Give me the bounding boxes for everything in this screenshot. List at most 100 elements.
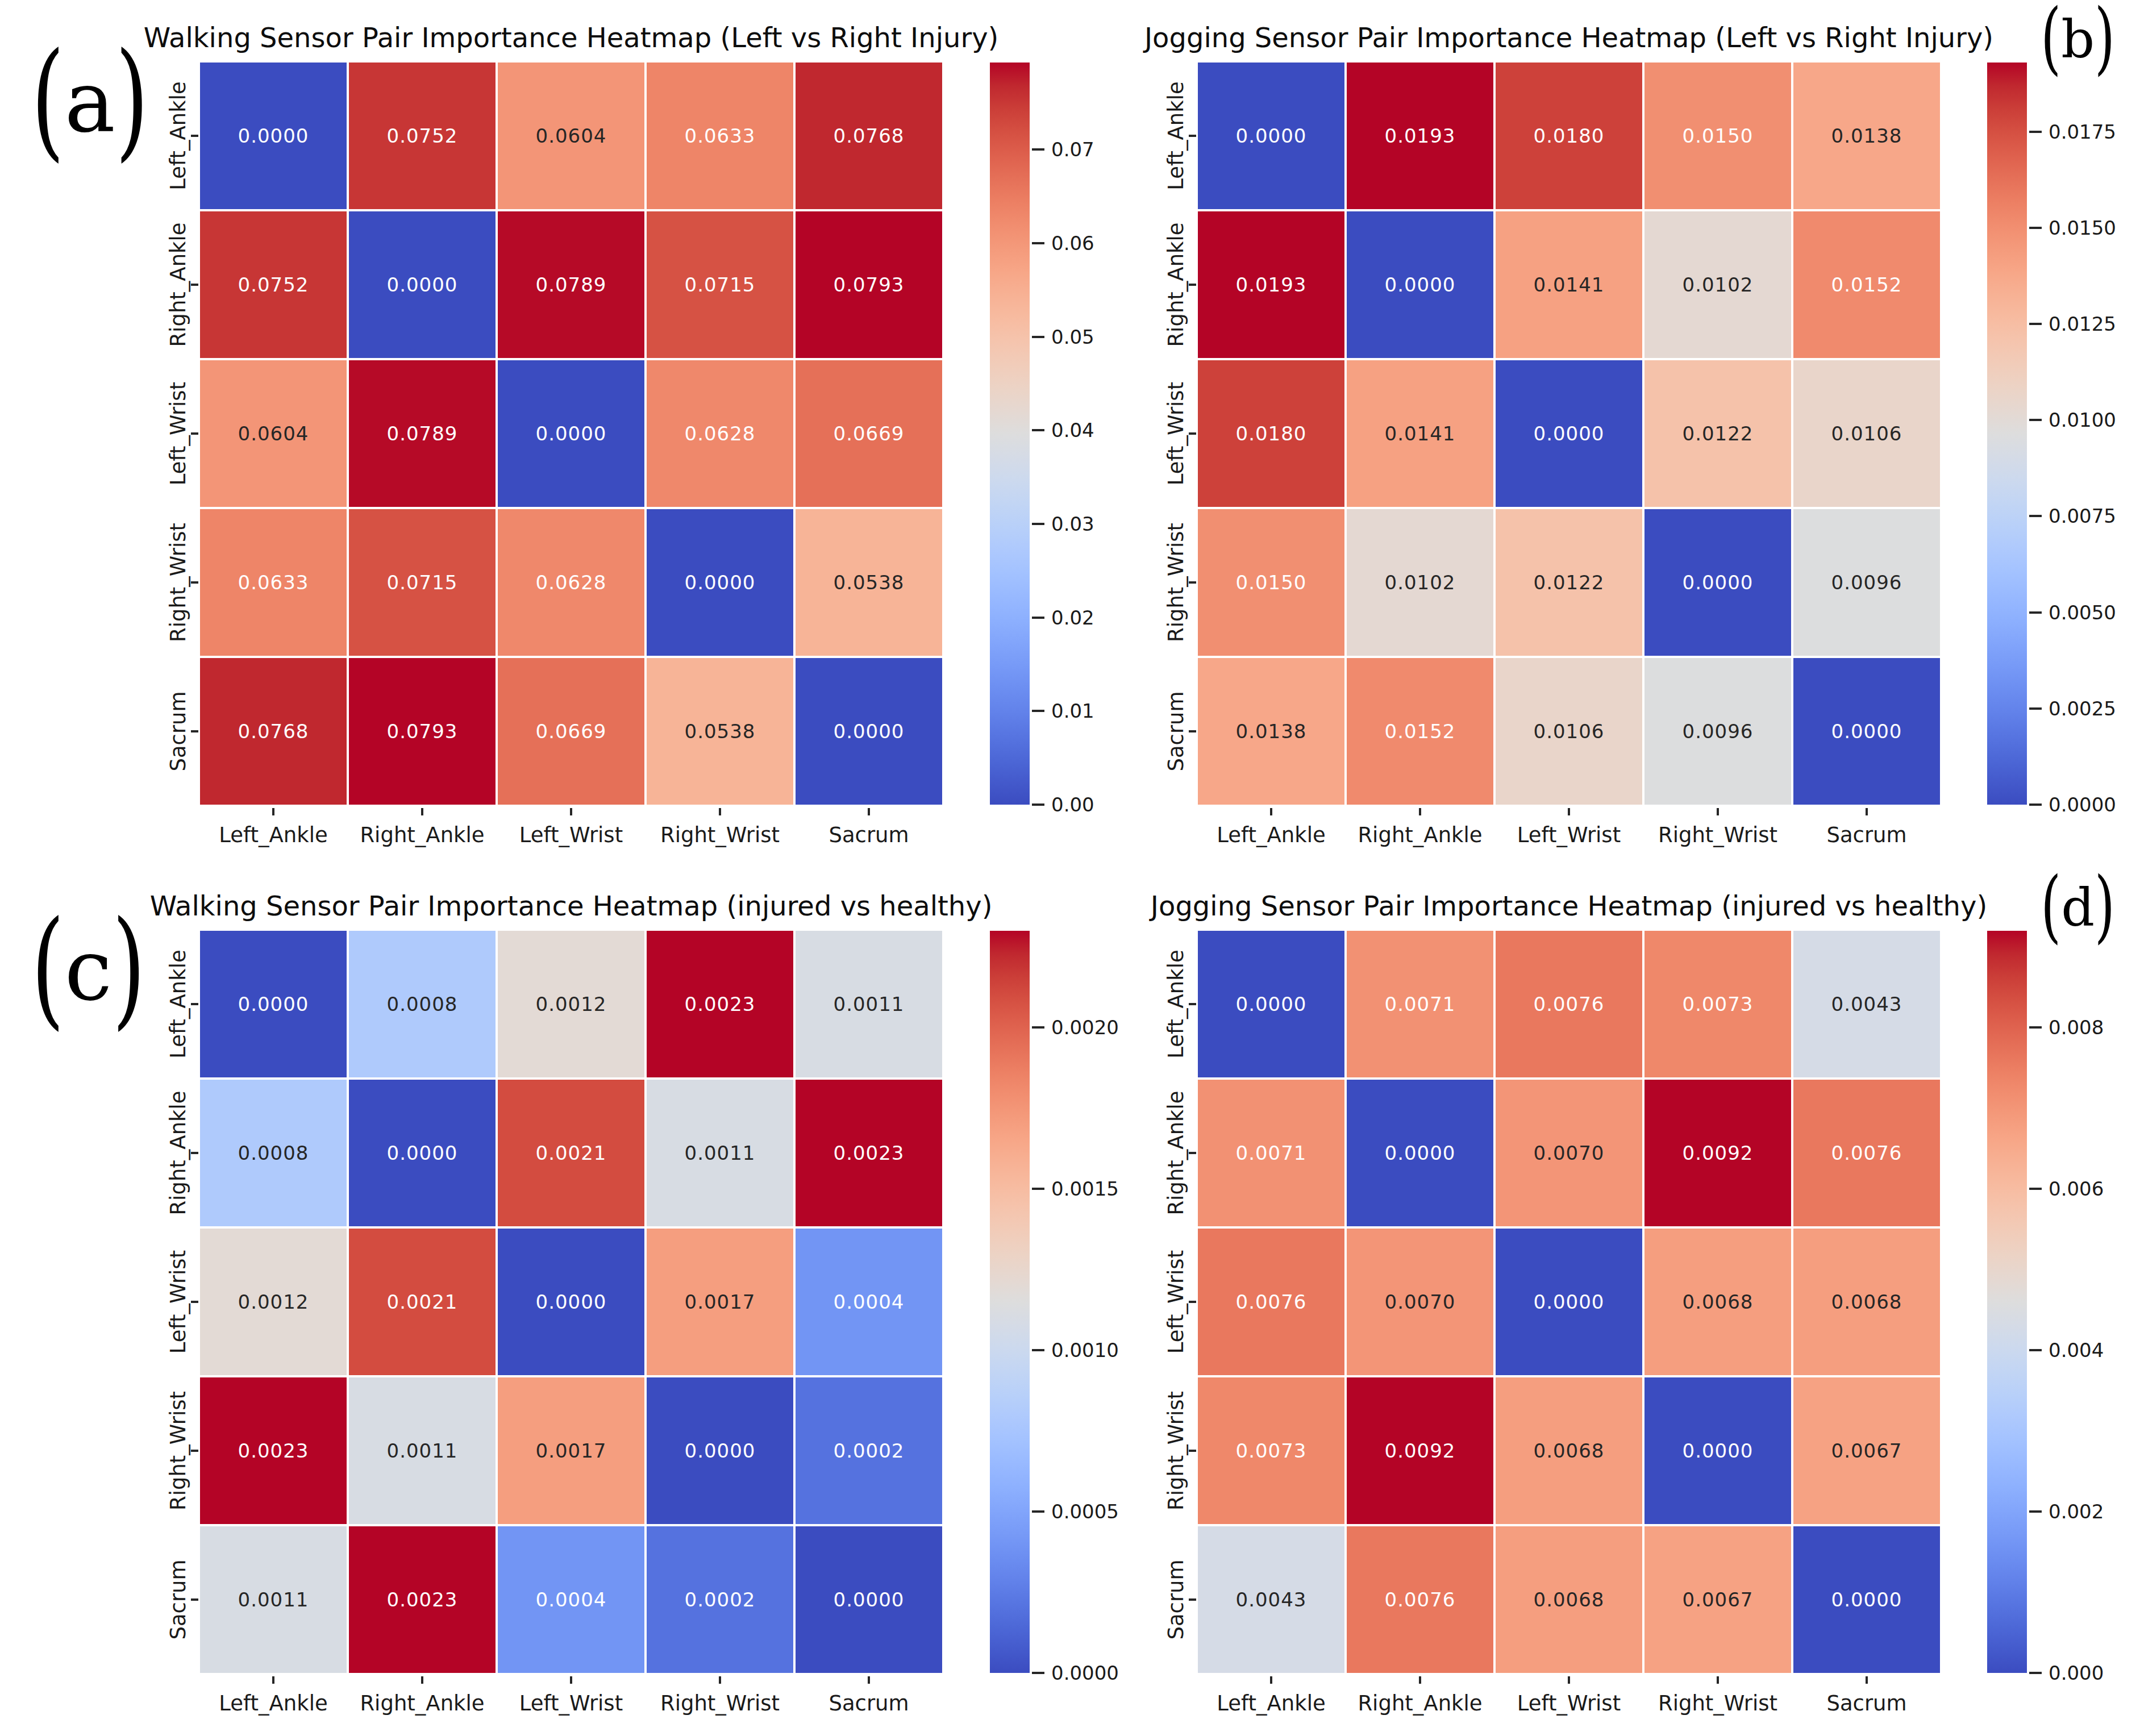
x-axis-tick-mark — [570, 1676, 572, 1684]
heatmap-cell: 0.0070 — [1347, 1229, 1493, 1375]
y-axis-tick-mark — [1189, 1598, 1196, 1601]
heatmap-cell: 0.0789 — [349, 360, 496, 507]
heatmap-cell: 0.0793 — [796, 211, 942, 358]
heatmap-cell: 0.0071 — [1347, 931, 1493, 1077]
x-axis-tick-mark — [1270, 808, 1272, 815]
colorbar-tick-mark — [1032, 242, 1044, 244]
heatmap-cell: 0.0000 — [1347, 211, 1493, 358]
heatmap-cell: 0.0011 — [647, 1080, 793, 1226]
colorbar-tick-label: 0.000 — [2049, 1662, 2104, 1684]
heatmap-cell: 0.0073 — [1198, 1377, 1344, 1524]
heatmap-cell: 0.0106 — [1793, 360, 1940, 507]
y-axis-tick-mark — [191, 581, 198, 584]
y-axis-tick-mark — [191, 284, 198, 286]
y-axis-tick-mark — [1189, 284, 1196, 286]
x-axis-tick-mark — [570, 808, 572, 815]
colorbar-tick-mark — [1032, 148, 1044, 151]
x-tick-label: Right_Wrist — [1658, 1691, 1777, 1716]
panel-title-a: Walking Sensor Pair Importance Heatmap (… — [144, 22, 999, 53]
y-tick-label: Right_Ankle — [166, 222, 190, 347]
x-axis-tick-mark — [1866, 1676, 1868, 1684]
x-axis-tick-mark — [719, 1676, 721, 1684]
heatmap-cell: 0.0193 — [1198, 211, 1344, 358]
heatmap-cell: 0.0076 — [1198, 1229, 1344, 1375]
heatmap-cell: 0.0017 — [498, 1377, 644, 1524]
heatmap-cell: 0.0092 — [1644, 1080, 1791, 1226]
colorbar-tick-mark — [2029, 1026, 2042, 1029]
colorbar-tick-mark — [2029, 323, 2042, 325]
heatmap-cell: 0.0768 — [796, 63, 942, 209]
panel-title-c: Walking Sensor Pair Importance Heatmap (… — [150, 890, 993, 922]
colorbar-tick-label: 0.0125 — [2049, 313, 2116, 335]
heatmap-cell: 0.0023 — [349, 1526, 496, 1673]
heatmap-cell: 0.0068 — [1644, 1229, 1791, 1375]
x-tick-label: Left_Wrist — [1517, 823, 1621, 847]
colorbar-tick-mark — [2029, 1349, 2042, 1351]
heatmap-cell: 0.0669 — [796, 360, 942, 507]
panel-label-char: ( — [31, 25, 65, 173]
panel-label-char: a — [65, 52, 115, 151]
y-tick-label: Sacrum — [166, 691, 190, 771]
y-tick-label: Right_Wrist — [1164, 523, 1188, 642]
heatmap-cell: 0.0073 — [1644, 931, 1791, 1077]
heatmap-cell: 0.0628 — [647, 360, 793, 507]
heatmap-cell: 0.0000 — [1198, 931, 1344, 1077]
heatmap-cell: 0.0000 — [796, 1526, 942, 1673]
y-tick-label: Left_Wrist — [1164, 1250, 1188, 1354]
figure-sensor-importance-heatmaps: (a) Walking Sensor Pair Importance Heatm… — [0, 0, 2140, 1736]
x-tick-label: Left_Ankle — [1217, 1691, 1325, 1716]
colorbar-tick-label: 0.0150 — [2049, 217, 2116, 239]
y-axis-tick-mark — [1189, 1450, 1196, 1452]
heatmap-cell: 0.0715 — [349, 509, 496, 656]
x-axis-tick-mark — [272, 808, 274, 815]
heatmap-cell: 0.0150 — [1198, 509, 1344, 656]
colorbar-tick-mark — [1032, 523, 1044, 525]
heatmap-cell: 0.0150 — [1644, 63, 1791, 209]
colorbar-tick-label: 0.0000 — [2049, 793, 2116, 816]
y-tick-label: Left_Wrist — [166, 1250, 190, 1354]
heatmap-cell: 0.0076 — [1496, 931, 1642, 1077]
y-tick-label: Sacrum — [1164, 1559, 1188, 1639]
colorbar-tick-mark — [1032, 1672, 1044, 1674]
panel-d: (d) Jogging Sensor Pair Importance Heatm… — [1070, 868, 2140, 1736]
heatmap-cell: 0.0021 — [349, 1229, 496, 1375]
y-axis-tick-mark — [191, 135, 198, 137]
heatmap-cell: 0.0715 — [647, 211, 793, 358]
panel-label-char: d — [2061, 877, 2095, 938]
heatmap-cell: 0.0092 — [1347, 1377, 1493, 1524]
x-tick-label: Sacrum — [828, 1691, 909, 1716]
heatmap-cell: 0.0000 — [349, 211, 496, 358]
colorbar-tick-label: 0.004 — [2049, 1339, 2104, 1362]
heatmap-cell: 0.0012 — [200, 1229, 347, 1375]
y-tick-label: Right_Wrist — [1164, 1391, 1188, 1510]
colorbar-tick-mark — [2029, 1672, 2042, 1674]
colorbar-d — [1987, 931, 2027, 1673]
heatmap-cell: 0.0633 — [647, 63, 793, 209]
heatmap-cell: 0.0000 — [1644, 509, 1791, 656]
colorbar-tick-mark — [2029, 419, 2042, 421]
panel-label-char: b — [2061, 9, 2095, 70]
heatmap-grid-b: 0.00000.01930.01800.01500.01380.01930.00… — [1198, 63, 1940, 805]
heatmap-cell: 0.0000 — [200, 63, 347, 209]
heatmap-cell: 0.0793 — [349, 658, 496, 805]
heatmap-cell: 0.0043 — [1198, 1526, 1344, 1673]
panel-label-d: (d) — [2041, 877, 2115, 938]
heatmap-cell: 0.0604 — [200, 360, 347, 507]
heatmap-cell: 0.0538 — [796, 509, 942, 656]
heatmap-cell: 0.0096 — [1793, 509, 1940, 656]
heatmap-cell: 0.0000 — [349, 1080, 496, 1226]
x-axis-tick-mark — [1717, 808, 1719, 815]
heatmap-cell: 0.0002 — [647, 1526, 793, 1673]
heatmap-cell: 0.0002 — [796, 1377, 942, 1524]
colorbar-tick-mark — [1032, 429, 1044, 431]
heatmap-cell: 0.0076 — [1347, 1526, 1493, 1673]
heatmap-cell: 0.0004 — [796, 1229, 942, 1375]
panel-title-d: Jogging Sensor Pair Importance Heatmap (… — [1151, 890, 1987, 922]
colorbar-tick-mark — [1032, 1026, 1044, 1029]
colorbar-tick-label: 0.002 — [2049, 1500, 2104, 1523]
heatmap-cell: 0.0752 — [349, 63, 496, 209]
heatmap-cell: 0.0102 — [1644, 211, 1791, 358]
x-tick-label: Right_Ankle — [360, 823, 484, 847]
heatmap-cell: 0.0102 — [1347, 509, 1493, 656]
x-tick-label: Sacrum — [828, 823, 909, 847]
